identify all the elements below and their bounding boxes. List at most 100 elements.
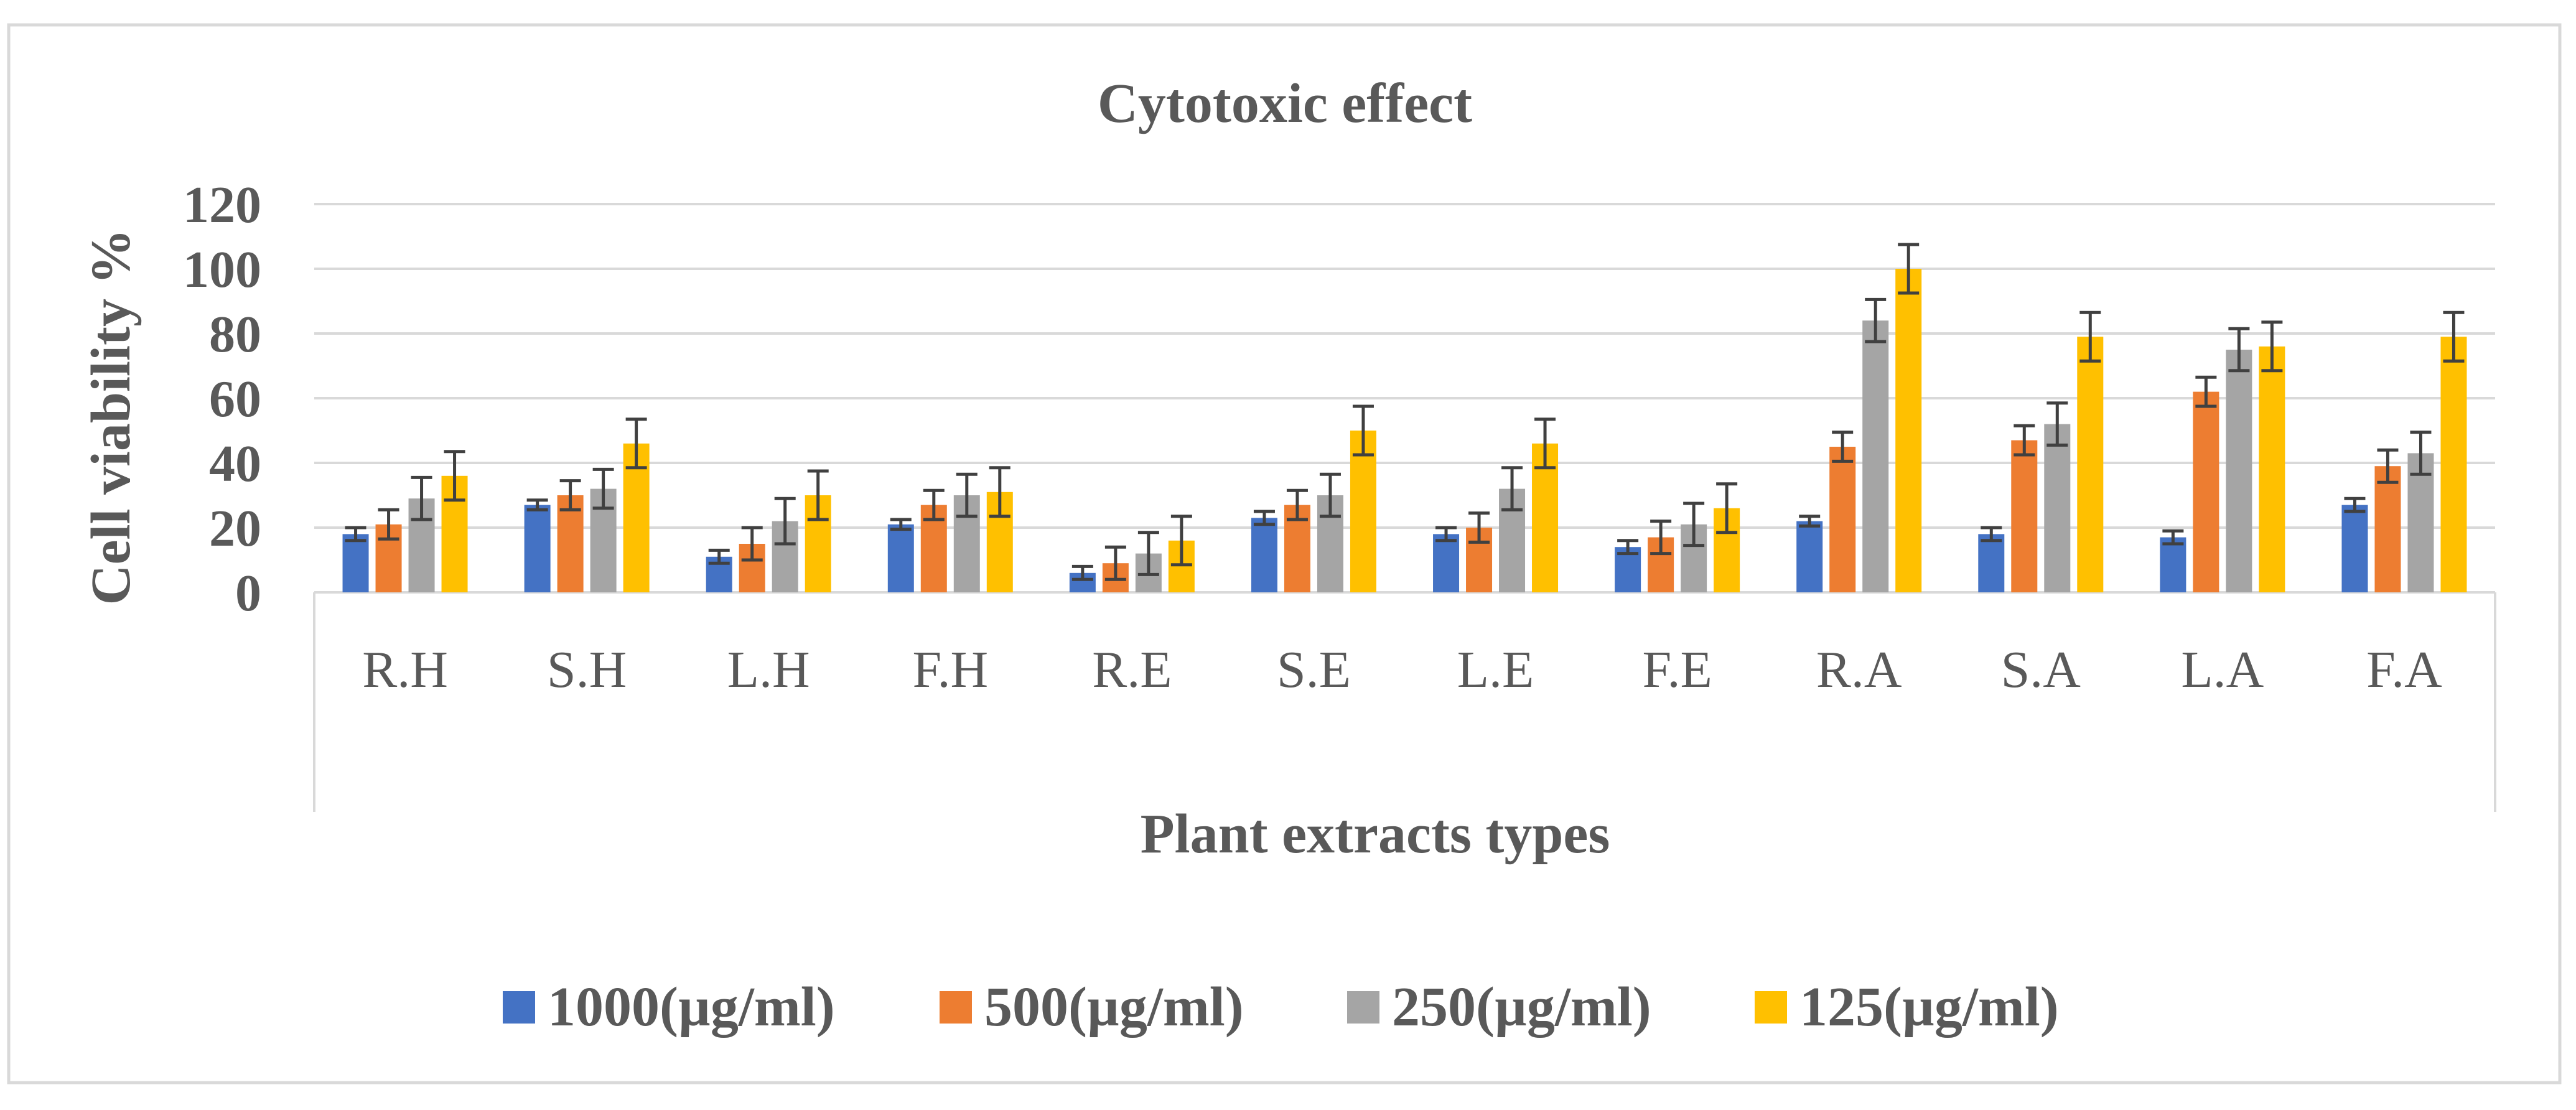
error-bar [708,548,730,565]
y-tick-label: 20 [209,500,261,557]
error-bar [1435,526,1457,543]
legend-label: 1000(µg/ml) [548,976,835,1038]
error-bar [1617,539,1639,556]
legend-swatch [940,991,972,1024]
legend-label: 250(µg/ml) [1392,976,1651,1038]
error-bar [1534,417,1556,470]
error-bar [1170,515,1192,567]
chart-title: Cytotoxic effect [1098,73,1472,134]
bar [1829,447,1856,592]
error-bar [1650,520,1672,556]
bar [2374,466,2401,592]
x-tick-label: F.A [2366,641,2442,699]
error-bar [625,417,647,470]
error-bar [2079,310,2101,363]
x-tick-label: F.H [912,641,988,699]
legend-item: 500(µg/ml) [940,976,1244,1038]
error-bar [1071,564,1093,581]
error-bar [1501,466,1523,511]
x-tick-label: S.E [1277,641,1351,699]
error-bar [989,466,1010,518]
error-bar [774,497,796,546]
legend-label: 500(µg/ml) [984,976,1244,1038]
bar [2077,337,2104,592]
error-bar [2410,431,2432,476]
bar [1433,534,1460,592]
error-bar [345,526,366,543]
bar [2193,391,2219,592]
error-bar [1832,431,1854,463]
error-bar [923,488,945,521]
bar [2160,537,2186,592]
error-bar [444,450,465,502]
error-bar [2377,448,2399,484]
legend: 1000(µg/ml) 500(µg/ml) 250(µg/ml) 125(µg/ml… [503,976,2059,1038]
y-tick-labels: 0 20 40 60 80 100 120 [183,176,261,622]
error-bar [1981,526,2002,543]
error-bar [2046,401,2068,447]
error-bar [2228,327,2250,373]
bar [2226,350,2252,592]
error-bar [2014,424,2035,457]
x-tick-label: R.A [1816,641,1902,699]
error-bar [741,526,763,562]
error-bar [1104,545,1126,581]
legend-item: 250(µg/ml) [1347,976,1651,1038]
error-bar [2344,497,2366,513]
bar [2440,337,2467,592]
x-tick-label: L.H [727,641,810,699]
bar [1796,521,1823,592]
bar [2407,453,2434,592]
bar [2044,424,2071,592]
bar [887,524,914,592]
error-bar [592,467,614,510]
legend-item: 1000(µg/ml) [503,976,835,1038]
x-tick-label: S.A [2001,641,2081,699]
error-bar [2443,310,2465,363]
error-bar [1468,511,1490,544]
bar [1251,518,1277,592]
x-tick-labels: R.H S.H L.H F.H R.E S.E L.E F.E R.A S.A L.A F.A [362,641,2442,699]
bars [342,269,2467,592]
bar [557,495,584,592]
x-tick-label: L.A [2181,641,2264,699]
x-tick-label: F.E [1642,641,1712,699]
bar [1978,534,2005,592]
legend-label: 125(µg/ml) [1799,976,2059,1038]
x-tick-label: R.H [362,641,448,699]
bar [2011,440,2038,592]
error-bars [345,243,2465,581]
legend-swatch [1347,991,1379,1024]
error-bar [956,472,978,518]
legend-item: 125(µg/ml) [1755,976,2059,1038]
error-bar [1253,510,1275,526]
error-bar [2261,320,2283,373]
bar [342,534,369,592]
error-bar [1865,297,1887,343]
y-tick-label: 40 [209,435,261,493]
error-bar [2195,375,2217,408]
x-tick-label: L.E [1457,641,1534,699]
bar [524,505,551,592]
legend-swatch [503,991,535,1024]
bar [2341,505,2368,592]
error-bar [2162,529,2184,546]
x-tick-label: S.H [547,641,627,699]
error-bar [1137,531,1159,576]
gridlines [314,203,2495,594]
category-axis-frame [313,592,2496,812]
error-bar [1286,488,1308,521]
error-bar [1352,404,1374,457]
bar [1895,269,1922,592]
y-tick-label: 0 [235,564,261,622]
error-bar [890,518,912,531]
error-bar [559,479,581,511]
error-bar [526,498,548,511]
bar [1862,320,1889,592]
error-bar [1898,243,1920,295]
x-axis-title: Plant extracts types [1141,803,1610,865]
error-bar [1683,501,1705,548]
x-tick-label: R.E [1092,641,1172,699]
error-bar [411,475,432,521]
